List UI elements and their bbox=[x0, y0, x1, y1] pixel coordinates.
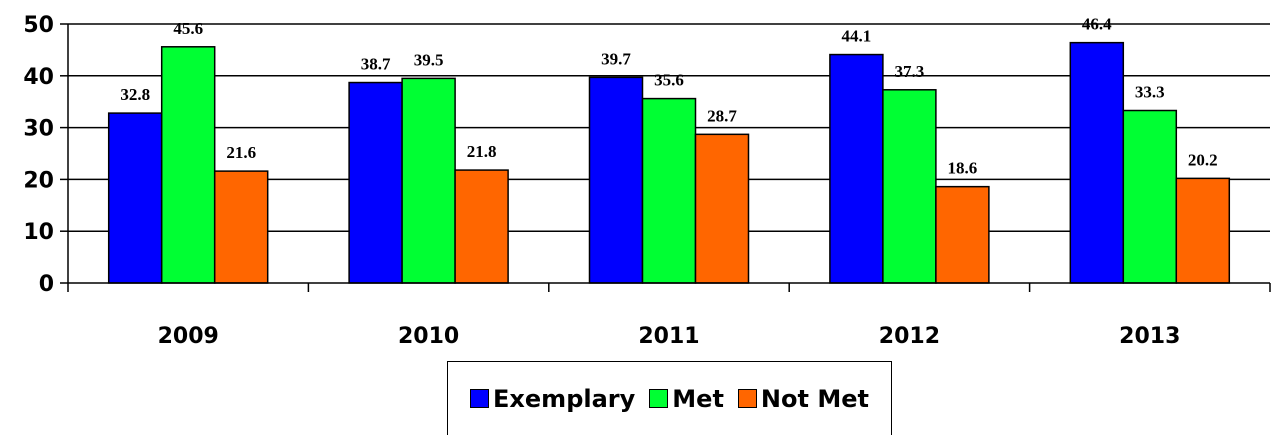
bar-exemplary bbox=[588, 76, 644, 284]
bar-not-met bbox=[935, 185, 990, 284]
legend-swatch-met bbox=[649, 389, 669, 408]
data-label: 28.7 bbox=[707, 106, 737, 125]
data-label: 45.6 bbox=[173, 19, 203, 38]
bar-exemplary bbox=[107, 112, 163, 284]
data-label: 38.7 bbox=[361, 55, 391, 74]
bar-exemplary bbox=[1069, 41, 1125, 284]
data-label: 37.3 bbox=[895, 62, 925, 81]
data-label: 33.3 bbox=[1135, 83, 1165, 102]
legend-item-exemplary: Exemplary bbox=[470, 385, 635, 413]
bar-not-met bbox=[694, 133, 750, 284]
labels: 0 10 20 30 40 50 32.8 45.6 21.6 2009 38.7 39.5 21.8 2… bbox=[23, 13, 1217, 349]
data-label: 18.6 bbox=[948, 159, 978, 178]
bar-not-met bbox=[213, 170, 269, 284]
bar-met bbox=[641, 97, 697, 284]
legend: Exemplary Met Not Met bbox=[447, 361, 892, 435]
legend-swatch-exemplary bbox=[470, 389, 490, 408]
data-label: 21.6 bbox=[226, 143, 256, 162]
axes bbox=[60, 23, 1271, 292]
data-label: 32.8 bbox=[120, 85, 150, 104]
x-tick-label: 2013 bbox=[1119, 324, 1180, 349]
legend-label-met: Met bbox=[672, 384, 724, 413]
bar-met bbox=[882, 89, 937, 284]
data-label: 46.4 bbox=[1082, 15, 1112, 34]
y-tick-label: 40 bbox=[23, 65, 54, 90]
data-label: 35.6 bbox=[654, 71, 684, 90]
x-tick-label: 2010 bbox=[398, 324, 459, 349]
bar-met bbox=[401, 77, 456, 284]
data-label: 44.1 bbox=[842, 27, 872, 46]
y-tick-label: 50 bbox=[23, 13, 54, 38]
x-tick-label: 2009 bbox=[158, 324, 219, 349]
legend-label-not-met: Not Met bbox=[760, 384, 869, 413]
data-label: 21.8 bbox=[467, 142, 497, 161]
x-tick-label: 2011 bbox=[638, 324, 699, 349]
bar-met bbox=[160, 46, 216, 284]
legend-label-exemplary: Exemplary bbox=[493, 384, 636, 413]
y-tick-label: 30 bbox=[23, 117, 54, 142]
legend-item-not-met: Not Met bbox=[737, 384, 869, 413]
legend-item-met: Met bbox=[649, 385, 724, 413]
bar-exemplary bbox=[348, 81, 403, 284]
data-label: 39.5 bbox=[414, 50, 444, 69]
bar-not-met bbox=[1175, 177, 1231, 284]
data-label: 39.7 bbox=[601, 49, 631, 68]
bar-not-met bbox=[454, 169, 509, 284]
bar-exemplary bbox=[829, 53, 884, 284]
bar-group bbox=[107, 41, 1231, 284]
y-tick-label: 0 bbox=[39, 272, 54, 297]
legend-swatch-not-met bbox=[737, 389, 757, 408]
x-tick-label: 2012 bbox=[879, 324, 940, 349]
bar-met bbox=[1122, 109, 1178, 284]
data-label: 20.2 bbox=[1188, 150, 1218, 169]
y-tick-label: 10 bbox=[23, 220, 54, 245]
y-tick-label: 20 bbox=[23, 168, 54, 193]
